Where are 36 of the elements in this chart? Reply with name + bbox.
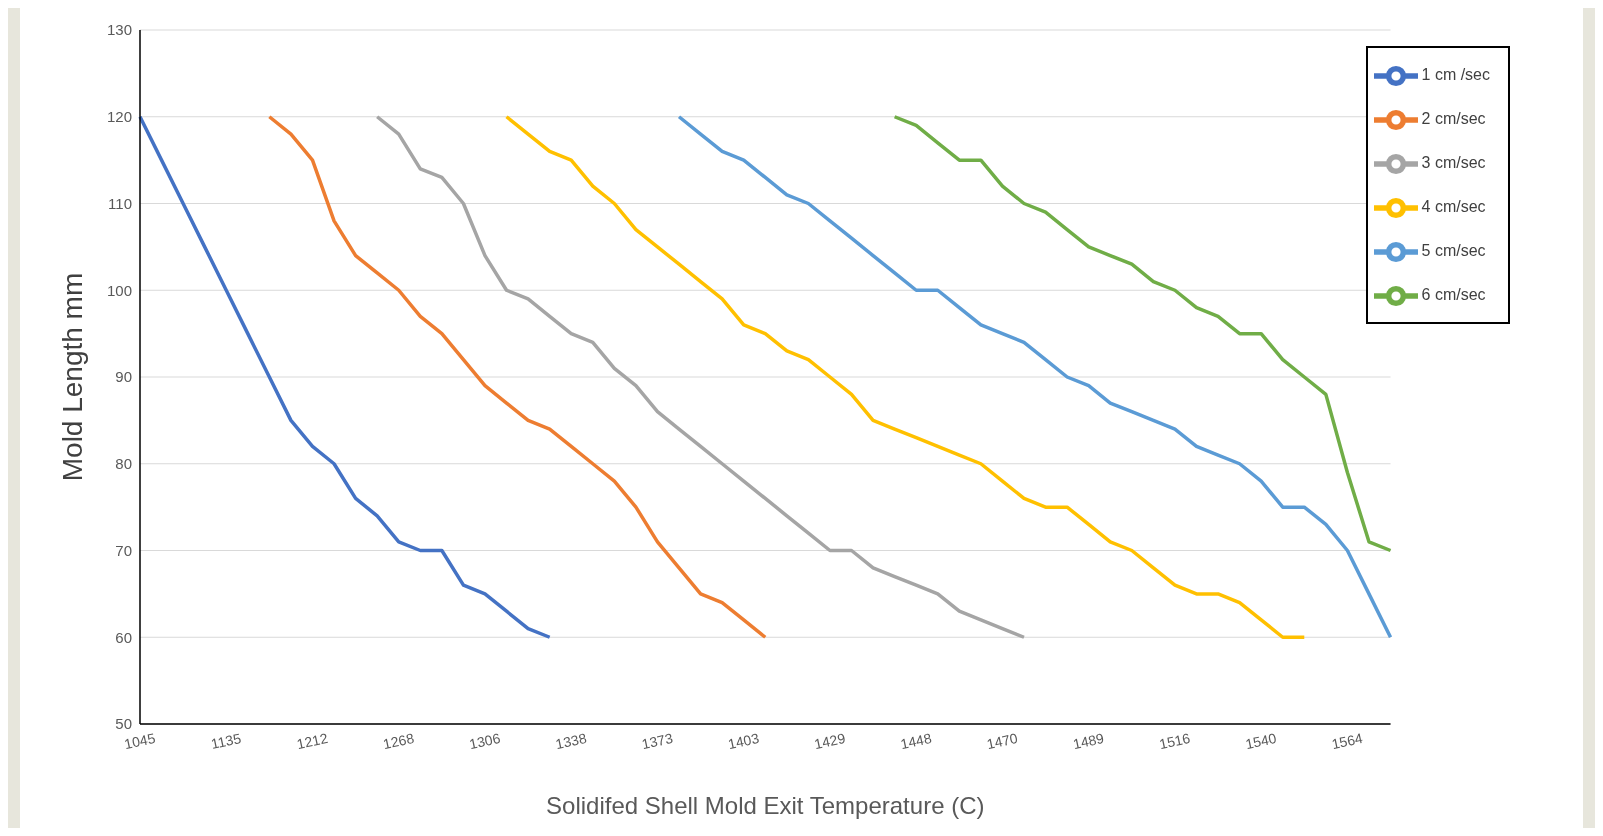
- x-tick-label: 1338: [554, 729, 589, 753]
- y-tick-label: 100: [106, 281, 132, 299]
- x-tick-label: 1373: [640, 729, 675, 753]
- legend-label: 2 cm/sec: [1421, 110, 1486, 128]
- line-series: [267, 115, 768, 639]
- legend-label: 4 cm/sec: [1421, 198, 1486, 216]
- x-axis-title: Solidifed Shell Mold Exit Temperature (C): [546, 792, 985, 819]
- x-tick-label: 1212: [295, 729, 330, 753]
- y-tick-label: 70: [115, 541, 132, 559]
- y-tick-label: 120: [106, 108, 132, 126]
- line-series: [677, 115, 1393, 639]
- y-tick-label: 130: [106, 21, 132, 39]
- x-tick-label: 1516: [1157, 729, 1192, 753]
- x-tick-label: 1470: [985, 729, 1020, 753]
- x-tick-label: 1489: [1071, 729, 1106, 753]
- x-tick-label: 1268: [381, 729, 416, 753]
- x-tick-label: 1564: [1330, 729, 1365, 753]
- legend-label: 6 cm/sec: [1421, 286, 1486, 304]
- line-series: [892, 115, 1393, 553]
- y-tick-label: 90: [115, 368, 132, 386]
- legend-label: 3 cm/sec: [1421, 154, 1486, 172]
- y-axis-title: Mold Length mm: [56, 272, 88, 482]
- x-tick-label: 1448: [899, 729, 934, 753]
- x-tick-label: 1135: [209, 730, 243, 752]
- legend-label: 1 cm /sec: [1421, 66, 1490, 84]
- line-series: [504, 115, 1307, 639]
- x-tick-label: 1403: [726, 729, 761, 753]
- x-tick-label: 1540: [1244, 729, 1279, 753]
- x-tick-label: 1306: [467, 729, 502, 753]
- y-tick-label: 60: [115, 628, 132, 646]
- x-tick-label: 1429: [812, 729, 847, 753]
- line-series: [138, 115, 552, 639]
- y-tick-label: 110: [108, 194, 132, 212]
- legend-label: 5 cm/sec: [1421, 242, 1486, 260]
- y-tick-label: 80: [115, 455, 132, 473]
- line-series: [375, 115, 1026, 639]
